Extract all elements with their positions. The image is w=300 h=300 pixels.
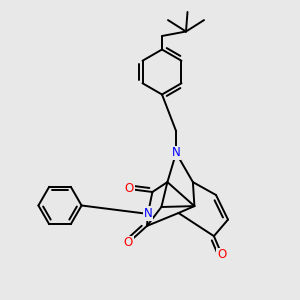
Text: O: O (218, 248, 226, 262)
Text: O: O (124, 182, 134, 196)
Text: N: N (143, 207, 152, 220)
Text: O: O (124, 236, 133, 250)
Text: N: N (172, 146, 181, 160)
